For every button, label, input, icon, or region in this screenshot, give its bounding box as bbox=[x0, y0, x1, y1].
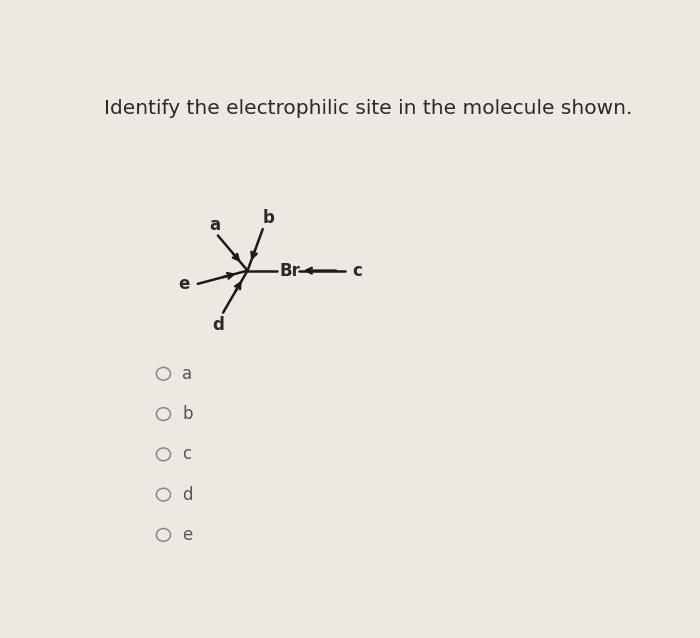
Text: e: e bbox=[183, 526, 193, 544]
Text: a: a bbox=[183, 365, 193, 383]
Text: c: c bbox=[183, 445, 192, 463]
Text: a: a bbox=[209, 216, 220, 234]
Text: Br: Br bbox=[279, 262, 300, 279]
Text: Identify the electrophilic site in the molecule shown.: Identify the electrophilic site in the m… bbox=[104, 99, 632, 117]
Text: b: b bbox=[183, 405, 193, 423]
Text: e: e bbox=[178, 275, 190, 293]
Text: b: b bbox=[262, 209, 274, 227]
Text: d: d bbox=[183, 486, 193, 503]
Text: c: c bbox=[352, 262, 362, 279]
Text: d: d bbox=[212, 316, 223, 334]
